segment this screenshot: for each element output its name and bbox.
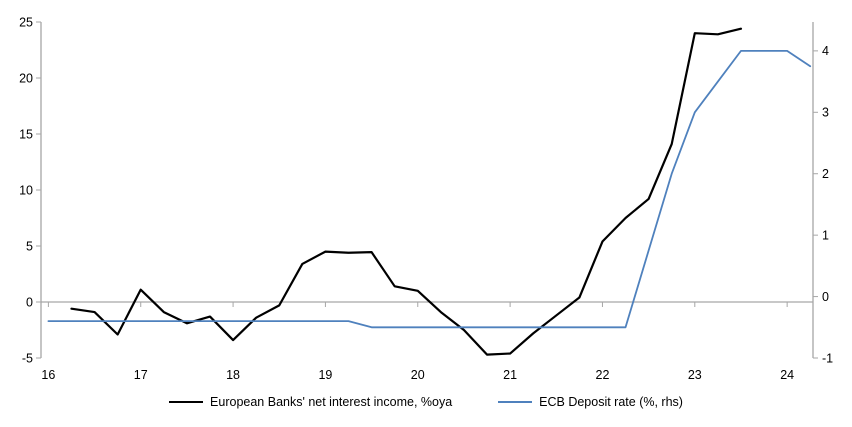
x-axis-label: 19: [318, 368, 332, 382]
left-axis-label: -5: [22, 351, 33, 365]
left-axis-label: 5: [26, 239, 33, 253]
legend-item-ecb-deposit-rate: ECB Deposit rate (%, rhs): [498, 394, 683, 410]
left-axis-label: 15: [19, 127, 33, 141]
right-axis-label: 1: [822, 229, 829, 243]
right-axis-label: -1: [822, 351, 833, 365]
left-axis-label: 0: [26, 295, 33, 309]
x-axis-label: 17: [134, 368, 148, 382]
legend-label: European Banks' net interest income, %oy…: [210, 395, 453, 409]
left-axis-label: 10: [19, 183, 33, 197]
x-axis-label: 18: [226, 368, 240, 382]
x-axis-label: 22: [596, 368, 610, 382]
right-axis-label: 2: [822, 167, 829, 181]
x-axis-label: 24: [780, 368, 794, 382]
x-axis-label: 23: [688, 368, 702, 382]
legend-line-sample-blue: [498, 401, 533, 403]
right-axis-label: 0: [822, 290, 829, 304]
left-axis-label: 25: [19, 15, 33, 29]
series-line-ecb-deposit-rate: [47, 49, 812, 329]
left-axis-label: 20: [19, 71, 33, 85]
chart-legend: European Banks' net interest income, %oy…: [0, 394, 852, 410]
legend-item-net-interest-income: European Banks' net interest income, %oy…: [169, 394, 452, 410]
x-axis-label: 16: [41, 368, 55, 382]
legend-label: ECB Deposit rate (%, rhs): [539, 395, 683, 409]
x-axis-label: 21: [503, 368, 517, 382]
legend-line-sample-black: [169, 401, 204, 403]
series-line-net-interest-income: [70, 27, 743, 356]
right-axis-label: 4: [822, 44, 829, 58]
right-axis-label: 3: [822, 106, 829, 120]
x-axis-label: 20: [411, 368, 425, 382]
